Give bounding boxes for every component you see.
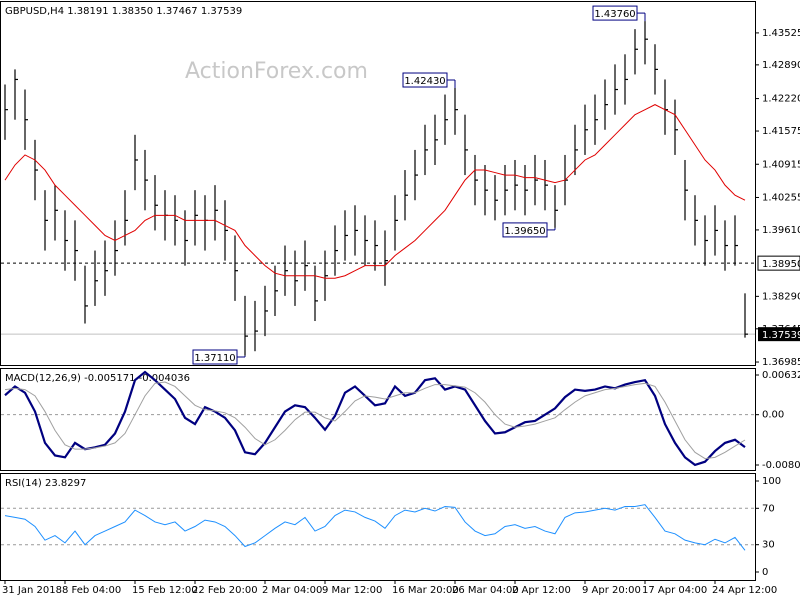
y-tick-label: -0.008022 <box>762 460 800 471</box>
panel-frame <box>0 473 756 581</box>
panel-title: RSI(14) 23.8297 <box>5 478 86 489</box>
annotation-label: 1.39650 <box>504 226 545 237</box>
x-tick-label: 16 Mar 20:00 <box>392 585 459 596</box>
annotation-label: 1.37110 <box>194 353 235 364</box>
last-price-box <box>758 327 800 342</box>
x-tick-label: 26 Mar 04:00 <box>452 585 519 596</box>
y-tick-label: 1.41575 <box>762 126 800 137</box>
annotation-box <box>192 349 238 365</box>
y-tick-label: 70 <box>762 503 775 514</box>
moving-average <box>4 104 746 279</box>
x-tick-label: 2 Mar 04:00 <box>262 585 322 596</box>
y-tick-label: 1.36985 <box>762 357 800 368</box>
level-box <box>757 255 800 271</box>
y-tick-label: 0 <box>762 567 768 578</box>
y-tick-label: 1.38290 <box>762 291 800 302</box>
x-tick-label: 31 Jan 2018 <box>2 585 62 596</box>
annotation-box <box>592 5 638 21</box>
x-tick-label: 24 Apr 12:00 <box>712 585 777 596</box>
annotation-box <box>402 72 448 88</box>
y-tick-label: 0.006326 <box>762 370 800 381</box>
y-tick-label: 1.42890 <box>762 60 800 71</box>
y-tick-label: 1.39610 <box>762 225 800 236</box>
y-tick-label: 100 <box>762 476 781 487</box>
panel-frame <box>0 1 756 366</box>
x-tick-label: 8 Feb 04:00 <box>62 585 121 596</box>
x-tick-label: 22 Feb 20:00 <box>192 585 258 596</box>
x-tick-label: 9 Apr 20:00 <box>582 585 641 596</box>
y-tick-label: 1.43525 <box>762 28 800 39</box>
x-tick-label: 17 Apr 04:00 <box>642 585 707 596</box>
y-tick-label: 30 <box>762 540 775 551</box>
indicator-line <box>4 381 746 460</box>
indicator-line <box>4 504 746 551</box>
y-tick-label: 1.40255 <box>762 192 800 203</box>
watermark: ActionForex.com <box>185 59 368 84</box>
indicator-line <box>4 370 746 467</box>
panel-title: MACD(12,26,9) -0.005171 -0.004036 <box>5 373 190 384</box>
annotation-label: 1.42430 <box>404 76 445 87</box>
panel-title: GBPUSD,H4 1.38191 1.38350 1.37467 1.3753… <box>5 6 242 17</box>
panel-frame <box>0 368 756 471</box>
y-tick-label: 0.00 <box>762 410 784 421</box>
level-label: 1.38950 <box>762 259 800 270</box>
x-tick-label: 2 Apr 12:00 <box>512 585 571 596</box>
y-tick-label: 1.42220 <box>762 94 800 105</box>
annotation-box <box>502 222 548 238</box>
annotation-label: 1.43760 <box>594 9 635 20</box>
x-tick-label: 15 Feb 12:00 <box>132 585 198 596</box>
y-tick-label: 1.40915 <box>762 159 800 170</box>
last-price-label: 1.37539 <box>762 330 800 341</box>
x-tick-label: 9 Mar 12:00 <box>322 585 382 596</box>
